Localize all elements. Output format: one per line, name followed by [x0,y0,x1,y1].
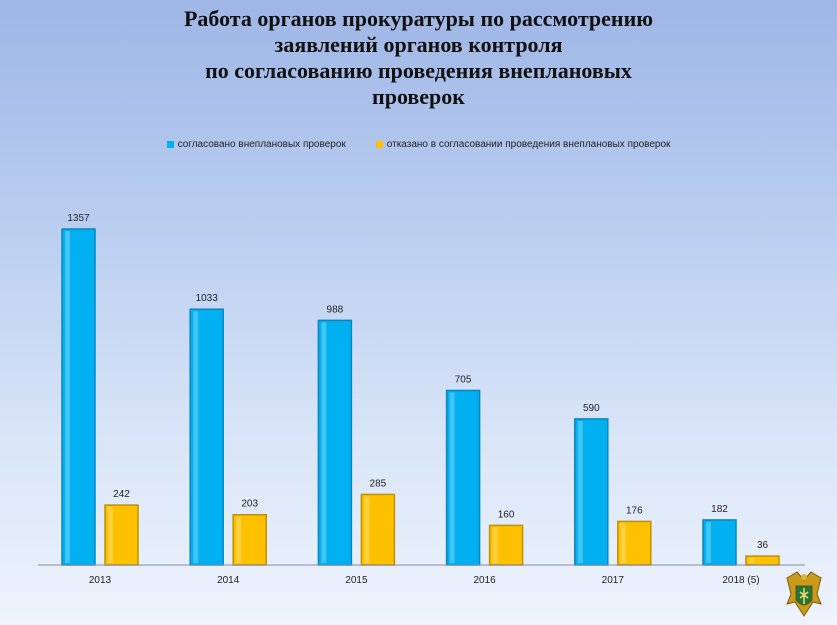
legend: согласовано внеплановых проверок отказан… [0,139,837,150]
bar-refused-3 [488,524,524,566]
bar-highlight [492,527,498,563]
bar-highlight [364,496,370,563]
bar-highlight [749,558,754,563]
x-tick-label: 2016 [473,575,496,586]
legend-swatch-refused [375,141,383,148]
data-label: 1357 [67,213,90,224]
data-label: 203 [241,499,258,510]
title-line-4: проверок [372,84,465,109]
prosecutor-emblem-icon [786,571,822,617]
bar-highlight [577,420,583,563]
legend-label-refused: отказано в согласовании проведения внепл… [386,139,671,150]
bar-refused-2 [360,493,396,566]
bar-highlight [108,507,113,563]
chart-title: Работа органов прокуратуры по рассмотрен… [0,6,837,110]
bar-highlight [65,231,70,563]
legend-item-approved: согласовано внеплановых проверок [166,139,346,150]
bar-highlight [706,521,711,563]
bar-highlight [449,392,455,563]
bar-highlight [236,516,242,563]
data-label: 590 [583,403,600,414]
bar-highlight [193,311,199,563]
title-line-3: по согласованию проведения внеплановых [205,58,632,83]
data-label: 36 [757,540,769,551]
data-label: 182 [711,504,728,515]
data-label: 705 [455,374,472,385]
title-line-1: Работа органов прокуратуры по рассмотрен… [183,6,654,31]
data-label: 988 [327,304,344,315]
x-tick-label: 2018 (5) [722,575,759,586]
bar-refused-4 [617,520,652,566]
labels-layer: 1357 242 2013 1033 203 2014 988 285 2015 705 160 20… [67,213,768,586]
data-label: 160 [498,509,515,520]
data-label: 285 [370,478,387,489]
bar-highlight [620,523,626,563]
data-label: 242 [113,489,130,500]
legend-item-refused: отказано в согласовании проведения внепл… [375,139,671,150]
title-line-2: заявлений органов контроля [274,32,563,57]
data-label: 176 [626,505,643,516]
bar-approved-5 [702,519,737,566]
bars-layer [61,228,780,566]
x-tick-label: 2013 [89,575,112,586]
data-label: 1033 [196,293,219,304]
bar-highlight [321,322,327,563]
x-tick-label: 2017 [602,575,625,586]
x-tick-label: 2015 [345,575,368,586]
x-tick-label: 2014 [217,575,240,586]
legend-swatch-approved [166,141,174,148]
bar-approved-3 [445,389,481,566]
legend-label-approved: согласовано внеплановых проверок [177,139,346,150]
